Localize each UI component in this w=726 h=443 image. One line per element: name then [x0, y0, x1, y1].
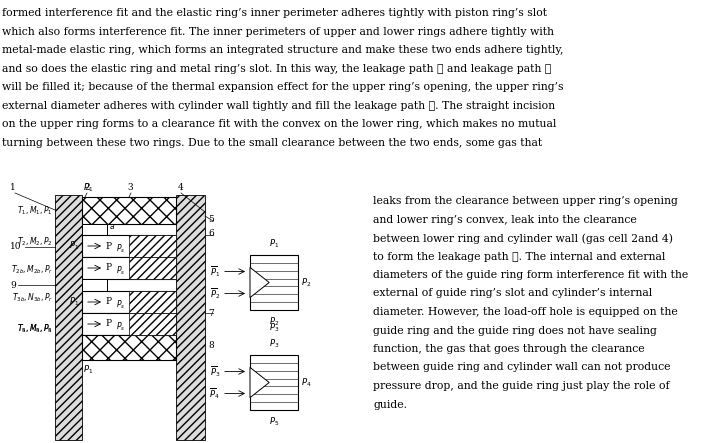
Text: between guide ring and cylinder wall can not produce: between guide ring and cylinder wall can…: [373, 362, 671, 373]
Text: and so does the elastic ring and metal ring’s slot. In this way, the leakage pat: and so does the elastic ring and metal r…: [2, 63, 551, 74]
Text: $P_4$: $P_4$: [301, 376, 311, 389]
Text: P: P: [105, 241, 111, 250]
Text: metal-made elastic ring, which forms an integrated structure and make these two : metal-made elastic ring, which forms an …: [2, 45, 563, 55]
Text: P: P: [105, 298, 111, 307]
Text: which also forms interference fit. The inner perimeters of upper and lower rings: which also forms interference fit. The i…: [2, 27, 554, 36]
Text: between lower ring and cylinder wall (gas cell 2and 4): between lower ring and cylinder wall (ga…: [373, 233, 673, 244]
Bar: [82, 257, 176, 279]
Text: P: P: [105, 319, 111, 329]
Text: $P_s$: $P_s$: [116, 321, 126, 333]
Text: $P_1$: $P_1$: [69, 240, 79, 252]
Text: $P_s$: $P_s$: [116, 299, 126, 311]
Bar: [82, 291, 176, 313]
Text: $P_1$: $P_1$: [83, 363, 93, 376]
Bar: [82, 313, 176, 335]
Text: turning between these two rings. Due to the small clearance between the two ends: turning between these two rings. Due to …: [2, 137, 542, 148]
Text: 10: 10: [10, 242, 22, 251]
Text: 4: 4: [178, 183, 184, 192]
Text: $P_1$: $P_1$: [269, 237, 279, 250]
Text: $\overline{P}_1$: $\overline{P}_1$: [210, 264, 220, 279]
Bar: [82, 235, 176, 257]
Text: 1: 1: [10, 183, 16, 192]
Text: diameter. However, the load-off hole is equipped on the: diameter. However, the load-off hole is …: [373, 307, 678, 317]
Text: $P_3$: $P_3$: [269, 338, 280, 350]
Bar: [82, 197, 176, 224]
Text: formed interference fit and the elastic ring’s inner perimeter adheres tightly w: formed interference fit and the elastic …: [2, 8, 547, 18]
Text: guide.: guide.: [373, 400, 407, 409]
Text: $\overline{P}_4$: $\overline{P}_4$: [209, 386, 220, 401]
Text: $T_2, M_2, P_2$: $T_2, M_2, P_2$: [17, 235, 53, 248]
Bar: [250, 355, 298, 410]
Bar: [82, 279, 107, 291]
Text: $P_2$: $P_2$: [269, 315, 279, 327]
Bar: [129, 313, 176, 335]
Bar: [129, 235, 176, 257]
Text: $T_5, M_5, P_5$: $T_5, M_5, P_5$: [17, 322, 53, 334]
Bar: [55, 195, 82, 440]
Text: $P_5$: $P_5$: [269, 415, 279, 427]
Text: guide ring and the guide ring does not have sealing: guide ring and the guide ring does not h…: [373, 326, 657, 335]
Text: $\overline{P}_3$: $\overline{P}_3$: [210, 364, 220, 379]
Text: function, the gas that goes through the clearance: function, the gas that goes through the …: [373, 344, 645, 354]
Text: $a$: $a$: [109, 222, 115, 231]
Text: $P_s$: $P_s$: [116, 243, 126, 255]
Text: $P_2$: $P_2$: [301, 276, 311, 289]
Text: 8: 8: [208, 341, 213, 350]
Text: 7: 7: [208, 308, 213, 318]
Bar: [250, 255, 298, 310]
Text: $P_1$: $P_1$: [69, 296, 79, 308]
Text: external diameter adheres with cylinder wall tightly and fill the leakage path ④: external diameter adheres with cylinder …: [2, 101, 555, 110]
Text: 6: 6: [208, 229, 213, 237]
Polygon shape: [250, 268, 269, 298]
Text: $T_{2b}, M_{2b}, P_r$: $T_{2b}, M_{2b}, P_r$: [11, 264, 53, 276]
Text: 2: 2: [84, 183, 89, 192]
Text: $T_4, M_4, P_4$: $T_4, M_4, P_4$: [17, 322, 53, 334]
Bar: [129, 257, 176, 279]
Text: $P_3$: $P_3$: [269, 322, 280, 334]
Polygon shape: [250, 367, 269, 398]
Text: $\overline{P}_2$: $\overline{P}_2$: [210, 286, 220, 301]
Text: on the upper ring forms to a clearance fit with the convex on the lower ring, wh: on the upper ring forms to a clearance f…: [2, 119, 556, 129]
Text: will be filled it; because of the thermal expansion effect for the upper ring’s : will be filled it; because of the therma…: [2, 82, 563, 92]
Text: 5: 5: [208, 214, 214, 224]
Text: to form the leakage path ③. The internal and external: to form the leakage path ③. The internal…: [373, 252, 665, 261]
Text: P: P: [105, 264, 111, 272]
Bar: [129, 291, 176, 313]
Text: 3: 3: [127, 183, 133, 192]
Text: 9: 9: [10, 280, 16, 289]
Text: leaks from the clearance between upper ring’s opening: leaks from the clearance between upper r…: [373, 196, 678, 206]
Text: diameters of the guide ring form interference fit with the: diameters of the guide ring form interfe…: [373, 270, 688, 280]
Text: $T_{3b}, N_{3b}, P_r$: $T_{3b}, N_{3b}, P_r$: [12, 291, 53, 304]
Text: $T_1, M_1, P_1$: $T_1, M_1, P_1$: [17, 204, 53, 217]
Bar: [176, 195, 205, 440]
Text: external of guide ring’s slot and cylinder’s internal: external of guide ring’s slot and cylind…: [373, 288, 652, 299]
Bar: [82, 335, 176, 360]
Bar: [82, 224, 107, 235]
Text: $P_s$: $P_s$: [116, 265, 126, 277]
Text: and lower ring’s convex, leak into the clearance: and lower ring’s convex, leak into the c…: [373, 214, 637, 225]
Text: $P_1$: $P_1$: [83, 182, 93, 194]
Text: pressure drop, and the guide ring just play the role of: pressure drop, and the guide ring just p…: [373, 381, 669, 391]
